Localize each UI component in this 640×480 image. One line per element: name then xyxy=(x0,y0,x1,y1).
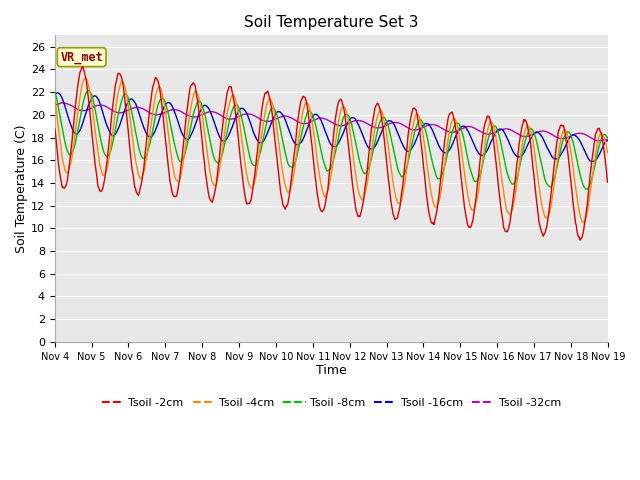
Tsoil -32cm xyxy=(417,125,425,131)
Tsoil -2cm xyxy=(79,64,86,70)
Tsoil -4cm xyxy=(174,178,182,184)
Tsoil -2cm xyxy=(576,237,584,243)
Tsoil -32cm xyxy=(51,102,59,108)
Tsoil -4cm xyxy=(538,204,546,209)
Tsoil -32cm xyxy=(490,130,497,136)
Tsoil -8cm xyxy=(538,164,546,169)
Tsoil -32cm xyxy=(174,108,182,113)
X-axis label: Time: Time xyxy=(316,364,347,377)
Y-axis label: Soil Temperature (C): Soil Temperature (C) xyxy=(15,124,28,253)
Tsoil -4cm xyxy=(51,97,59,103)
Line: Tsoil -8cm: Tsoil -8cm xyxy=(55,90,607,189)
Tsoil -32cm xyxy=(59,100,67,106)
Tsoil -16cm xyxy=(490,134,497,140)
Tsoil -2cm xyxy=(174,186,182,192)
Tsoil -2cm xyxy=(236,151,244,157)
Tsoil -8cm xyxy=(161,98,168,104)
Tsoil -16cm xyxy=(588,158,596,164)
Tsoil -16cm xyxy=(54,90,61,96)
Tsoil -8cm xyxy=(604,134,611,140)
Tsoil -4cm xyxy=(579,220,587,226)
Tsoil -4cm xyxy=(604,150,611,156)
Line: Tsoil -4cm: Tsoil -4cm xyxy=(55,78,607,223)
Tsoil -8cm xyxy=(490,124,497,130)
Tsoil -16cm xyxy=(417,125,425,131)
Tsoil -16cm xyxy=(604,138,611,144)
Tsoil -32cm xyxy=(604,136,611,142)
Tsoil -2cm xyxy=(161,129,168,134)
Tsoil -4cm xyxy=(490,123,497,129)
Tsoil -8cm xyxy=(236,108,244,114)
Tsoil -32cm xyxy=(538,128,546,134)
Legend: Tsoil -2cm, Tsoil -4cm, Tsoil -8cm, Tsoil -16cm, Tsoil -32cm: Tsoil -2cm, Tsoil -4cm, Tsoil -8cm, Tsoi… xyxy=(97,394,565,412)
Tsoil -32cm xyxy=(236,113,244,119)
Line: Tsoil -2cm: Tsoil -2cm xyxy=(55,67,607,240)
Tsoil -4cm xyxy=(161,103,168,109)
Tsoil -32cm xyxy=(595,138,603,144)
Tsoil -16cm xyxy=(236,107,244,112)
Tsoil -2cm xyxy=(51,126,59,132)
Tsoil -4cm xyxy=(236,121,244,127)
Tsoil -2cm xyxy=(490,135,497,141)
Title: Soil Temperature Set 3: Soil Temperature Set 3 xyxy=(244,15,419,30)
Tsoil -2cm xyxy=(604,179,611,185)
Tsoil -16cm xyxy=(174,119,182,125)
Tsoil -8cm xyxy=(51,90,59,96)
Tsoil -8cm xyxy=(174,155,182,160)
Tsoil -8cm xyxy=(417,117,425,123)
Tsoil -2cm xyxy=(417,142,425,147)
Tsoil -16cm xyxy=(161,103,168,108)
Tsoil -8cm xyxy=(583,186,591,192)
Text: VR_met: VR_met xyxy=(60,51,103,64)
Tsoil -32cm xyxy=(161,110,168,116)
Tsoil -16cm xyxy=(51,91,59,96)
Tsoil -8cm xyxy=(84,87,92,93)
Tsoil -4cm xyxy=(417,122,425,128)
Line: Tsoil -32cm: Tsoil -32cm xyxy=(55,103,607,141)
Tsoil -4cm xyxy=(82,75,90,81)
Tsoil -16cm xyxy=(538,134,546,140)
Line: Tsoil -16cm: Tsoil -16cm xyxy=(55,93,607,161)
Tsoil -2cm xyxy=(538,230,546,236)
